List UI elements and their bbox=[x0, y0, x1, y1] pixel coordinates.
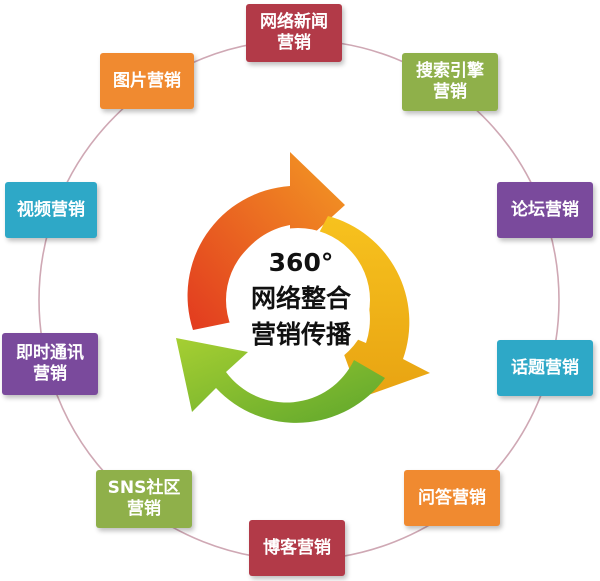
node-search: 搜索引擎 营销 bbox=[402, 53, 498, 111]
node-topic: 话题营销 bbox=[497, 340, 593, 396]
cycle-arrows bbox=[176, 152, 430, 423]
node-im: 即时通讯 营销 bbox=[2, 333, 98, 395]
node-video: 视频营销 bbox=[5, 182, 97, 238]
node-blog: 博客营销 bbox=[249, 520, 345, 576]
node-news: 网络新闻 营销 bbox=[246, 4, 342, 62]
center-title: 360° 网络整合 营销传播 bbox=[250, 248, 351, 349]
arrow-red bbox=[187, 152, 345, 330]
node-qa: 问答营销 bbox=[404, 470, 500, 526]
node-sns: SNS社区 营销 bbox=[96, 470, 192, 528]
node-image: 图片营销 bbox=[100, 53, 194, 109]
node-forum: 论坛营销 bbox=[497, 182, 593, 238]
arrow-yellow bbox=[312, 216, 430, 398]
arrow-green bbox=[176, 338, 385, 423]
center-hub bbox=[226, 228, 370, 372]
